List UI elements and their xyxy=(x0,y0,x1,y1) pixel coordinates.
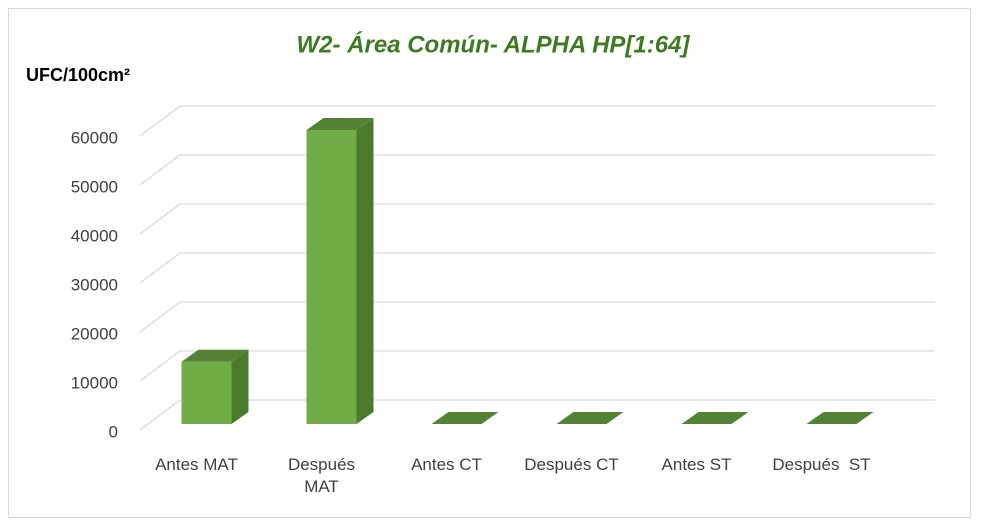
bar-top xyxy=(431,412,499,424)
bar-front xyxy=(181,361,232,424)
bar xyxy=(556,412,624,424)
bar-top xyxy=(306,118,374,130)
grid-line xyxy=(139,350,935,382)
x-tick-label: Antes CT xyxy=(411,455,482,474)
grid-line xyxy=(139,399,935,431)
y-tick-label: 40000 xyxy=(71,226,118,245)
grid-line xyxy=(139,301,935,333)
y-tick-label: 30000 xyxy=(71,275,118,294)
bar-top xyxy=(806,412,874,424)
y-tick-label: 60000 xyxy=(71,128,118,147)
bar-side xyxy=(356,118,374,424)
bar-top xyxy=(181,349,249,362)
bar xyxy=(306,118,374,424)
bar xyxy=(431,412,499,424)
y-tick-label: 0 xyxy=(109,422,118,441)
bar xyxy=(806,412,874,424)
y-tick-label: 20000 xyxy=(71,324,118,343)
bar-side xyxy=(231,349,249,424)
x-tick-label: Antes MAT xyxy=(155,455,238,474)
bar-front xyxy=(306,130,357,424)
y-axis-label: UFC/100cm² xyxy=(26,65,130,85)
x-tick-label: Después ST xyxy=(772,455,871,474)
bar xyxy=(181,349,249,424)
chart-border xyxy=(8,8,971,518)
y-tick-label: 50000 xyxy=(71,177,118,196)
bar xyxy=(681,412,749,424)
y-tick-label: 10000 xyxy=(71,373,118,392)
chart-title: W2- Área Común- ALPHA HP[1:64] xyxy=(297,30,691,58)
x-tick-label: Antes ST xyxy=(661,455,732,474)
grid-line xyxy=(139,105,935,137)
bar-top xyxy=(681,412,749,424)
grid-line xyxy=(139,154,935,186)
grid-line xyxy=(139,203,935,235)
grid-line xyxy=(139,252,935,284)
bar-top xyxy=(556,412,624,424)
x-tick-label: Después CT xyxy=(524,455,619,474)
x-tick-label: Después MAT xyxy=(287,455,360,496)
